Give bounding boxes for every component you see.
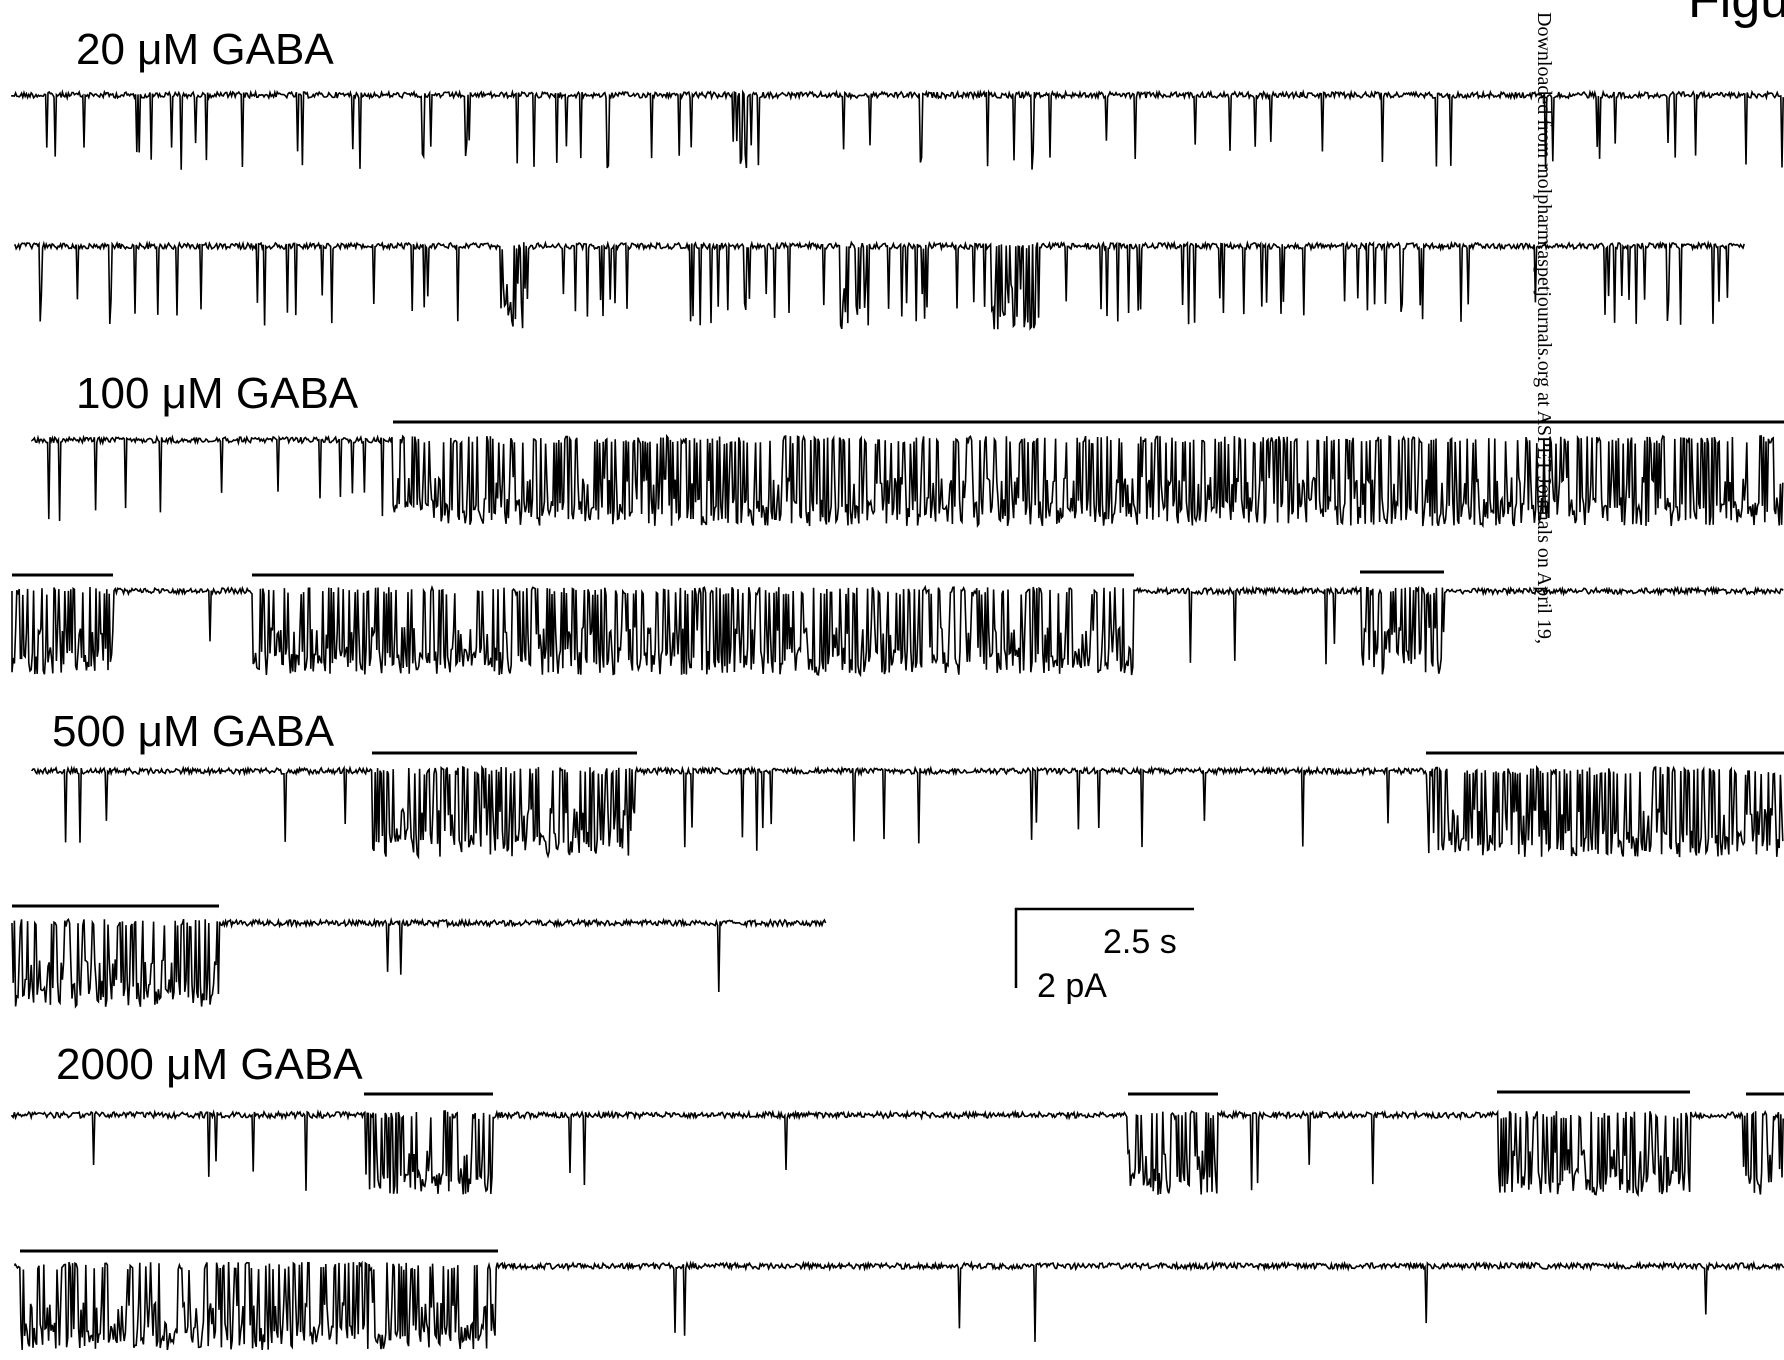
trace-500-row1 (31, 764, 1784, 860)
watermark-text: Downloaded from molpharm.aspetjournals.o… (1533, 12, 1555, 644)
trace-20-row1 (11, 88, 1784, 170)
trace-100-row2 (11, 584, 1784, 678)
condition-label-2000: 2000 μM GABA (56, 1040, 363, 1089)
trace-100-row1 (31, 433, 1784, 529)
trace-2000-row2 (14, 1260, 1784, 1351)
condition-label-500: 500 μM GABA (52, 707, 335, 756)
trace-2000-row1 (11, 1108, 1784, 1198)
trace-500-row2 (11, 916, 827, 1009)
scale-bar (1014, 907, 1194, 988)
scale-current-label: 2 pA (1037, 967, 1107, 1005)
trace-20-row2 (14, 239, 1745, 331)
condition-label-100: 100 μM GABA (76, 369, 359, 418)
scale-time-label: 2.5 s (1103, 923, 1177, 961)
figure-label: Figu (1688, 0, 1784, 29)
condition-label-20: 20 μM GABA (76, 25, 334, 74)
